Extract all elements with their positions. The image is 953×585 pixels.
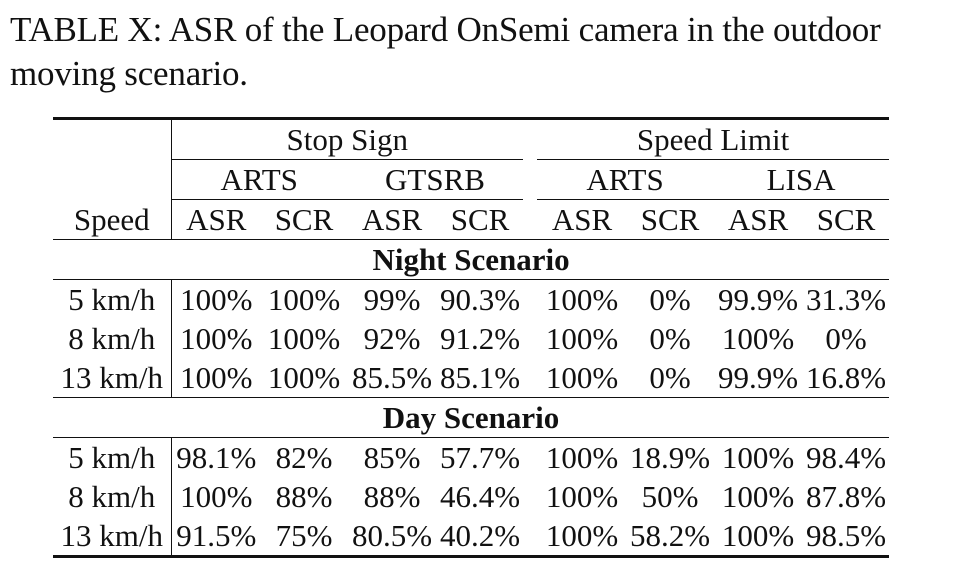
column-header-scr: SCR bbox=[274, 202, 334, 237]
cell: 85% bbox=[347, 437, 437, 477]
cell: 85.5% bbox=[351, 360, 433, 395]
cell: 100% bbox=[537, 437, 628, 477]
cell: 85.1% bbox=[439, 360, 521, 395]
cell: 18.9% bbox=[627, 437, 714, 477]
column-header-scr: SCR bbox=[816, 202, 876, 237]
caption-line-1: TABLE X: ASR of the Leopard OnSemi camer… bbox=[10, 10, 881, 49]
cell: 16.8% bbox=[806, 360, 887, 395]
cell: 100% bbox=[261, 279, 347, 319]
column-header-asr: ASR bbox=[186, 202, 247, 237]
cell: 0% bbox=[825, 321, 867, 356]
cell: 100% bbox=[537, 516, 628, 558]
table-caption: TABLE X: ASR of the Leopard OnSemi camer… bbox=[10, 8, 945, 96]
cell: 100% bbox=[180, 360, 253, 395]
cell: 100% bbox=[180, 479, 253, 514]
cell: 91.5% bbox=[171, 516, 261, 558]
column-header-scr: SCR bbox=[450, 202, 510, 237]
column-header-scr: SCR bbox=[640, 202, 700, 237]
group-header-stop-sign: Stop Sign bbox=[171, 117, 524, 160]
column-header-asr: ASR bbox=[361, 202, 423, 237]
cell-speed: 5 km/h bbox=[53, 279, 172, 319]
cell: 91.2% bbox=[439, 321, 521, 356]
dataset-header-arts-speed: ARTS bbox=[537, 159, 714, 200]
cell-speed: 8 km/h bbox=[53, 477, 172, 516]
cell: 58.2% bbox=[627, 516, 714, 558]
cell: 98.5% bbox=[803, 516, 890, 558]
cell: 80.5% bbox=[347, 516, 437, 558]
cell: 31.3% bbox=[803, 279, 890, 319]
cell: 100% bbox=[267, 360, 341, 395]
caption-line-2: moving scenario. bbox=[10, 54, 248, 93]
column-header-speed: Speed bbox=[53, 199, 172, 240]
cell: 100% bbox=[180, 321, 253, 356]
cell: 87.8% bbox=[806, 479, 887, 514]
cell: 46.4% bbox=[439, 479, 521, 514]
cell: 0% bbox=[627, 279, 714, 319]
cell: 40.2% bbox=[437, 516, 524, 558]
cell-speed: 13 km/h bbox=[53, 358, 172, 398]
dataset-header-gtsrb: GTSRB bbox=[347, 159, 524, 200]
table-row: 5 km/h 98.1% 82% 85% 57.7% 100% 18.9% 10… bbox=[53, 437, 890, 477]
cell-speed: 8 km/h bbox=[53, 319, 172, 358]
cell: 100% bbox=[545, 321, 619, 356]
cell: 75% bbox=[261, 516, 347, 558]
cell: 100% bbox=[721, 321, 795, 356]
cell: 88% bbox=[363, 479, 421, 514]
table-row: 8 km/h 100% 100% 92% 91.2% 100% 0% 100% … bbox=[53, 319, 889, 358]
cell: 98.1% bbox=[171, 437, 261, 477]
table-row: 5 km/h 100% 100% 99% 90.3% 100% 0% 99.9%… bbox=[53, 279, 890, 319]
dataset-header-arts-stop: ARTS bbox=[171, 159, 347, 200]
column-header-asr: ASR bbox=[727, 202, 789, 237]
cell: 100% bbox=[545, 479, 619, 514]
cell: 100% bbox=[171, 279, 261, 319]
table-row: 13 km/h 91.5% 75% 80.5% 40.2% 100% 58.2%… bbox=[53, 516, 890, 558]
cell: 82% bbox=[261, 437, 347, 477]
group-header-row: Stop Sign Speed Limit bbox=[53, 117, 890, 160]
section-row-night: Night Scenario bbox=[53, 239, 890, 280]
section-title-day: Day Scenario bbox=[53, 397, 890, 438]
cell: 0% bbox=[649, 360, 691, 395]
cell: 88% bbox=[275, 479, 333, 514]
results-table: Stop Sign Speed Limit ARTS GTSRB ARTS LI… bbox=[53, 117, 890, 558]
cell: 92% bbox=[363, 321, 421, 356]
cell: 99% bbox=[347, 279, 437, 319]
column-header-asr: ASR bbox=[551, 202, 613, 237]
group-header-speed-limit: Speed Limit bbox=[537, 117, 890, 160]
cell-speed: 5 km/h bbox=[53, 437, 172, 477]
cell: 100% bbox=[537, 279, 628, 319]
cell-speed: 13 km/h bbox=[53, 516, 172, 558]
table-row: 8 km/h 100% 88% 88% 46.4% 100% 50% 100% … bbox=[53, 477, 889, 516]
cell: 57.7% bbox=[437, 437, 524, 477]
cell: 100% bbox=[713, 516, 804, 558]
table-row: 13 km/h 100% 100% 85.5% 85.1% 100% 0% 99… bbox=[53, 358, 889, 398]
section-title-night: Night Scenario bbox=[53, 239, 890, 280]
cell: 100% bbox=[545, 360, 619, 395]
cell: 100% bbox=[267, 321, 341, 356]
cell: 99.9% bbox=[713, 279, 804, 319]
dataset-header-row: ARTS GTSRB ARTS LISA bbox=[53, 159, 890, 200]
cell: 99.9% bbox=[717, 360, 799, 395]
cell: 98.4% bbox=[803, 437, 890, 477]
section-row-day: Day Scenario bbox=[53, 397, 890, 438]
dataset-header-lisa: LISA bbox=[713, 159, 890, 200]
cell: 90.3% bbox=[437, 279, 524, 319]
cell: 0% bbox=[649, 321, 691, 356]
column-header-row: Speed ASR SCR ASR SCR ASR SCR ASR SCR bbox=[53, 199, 889, 240]
cell: 100% bbox=[721, 479, 795, 514]
cell: 50% bbox=[641, 479, 699, 514]
cell: 100% bbox=[713, 437, 804, 477]
